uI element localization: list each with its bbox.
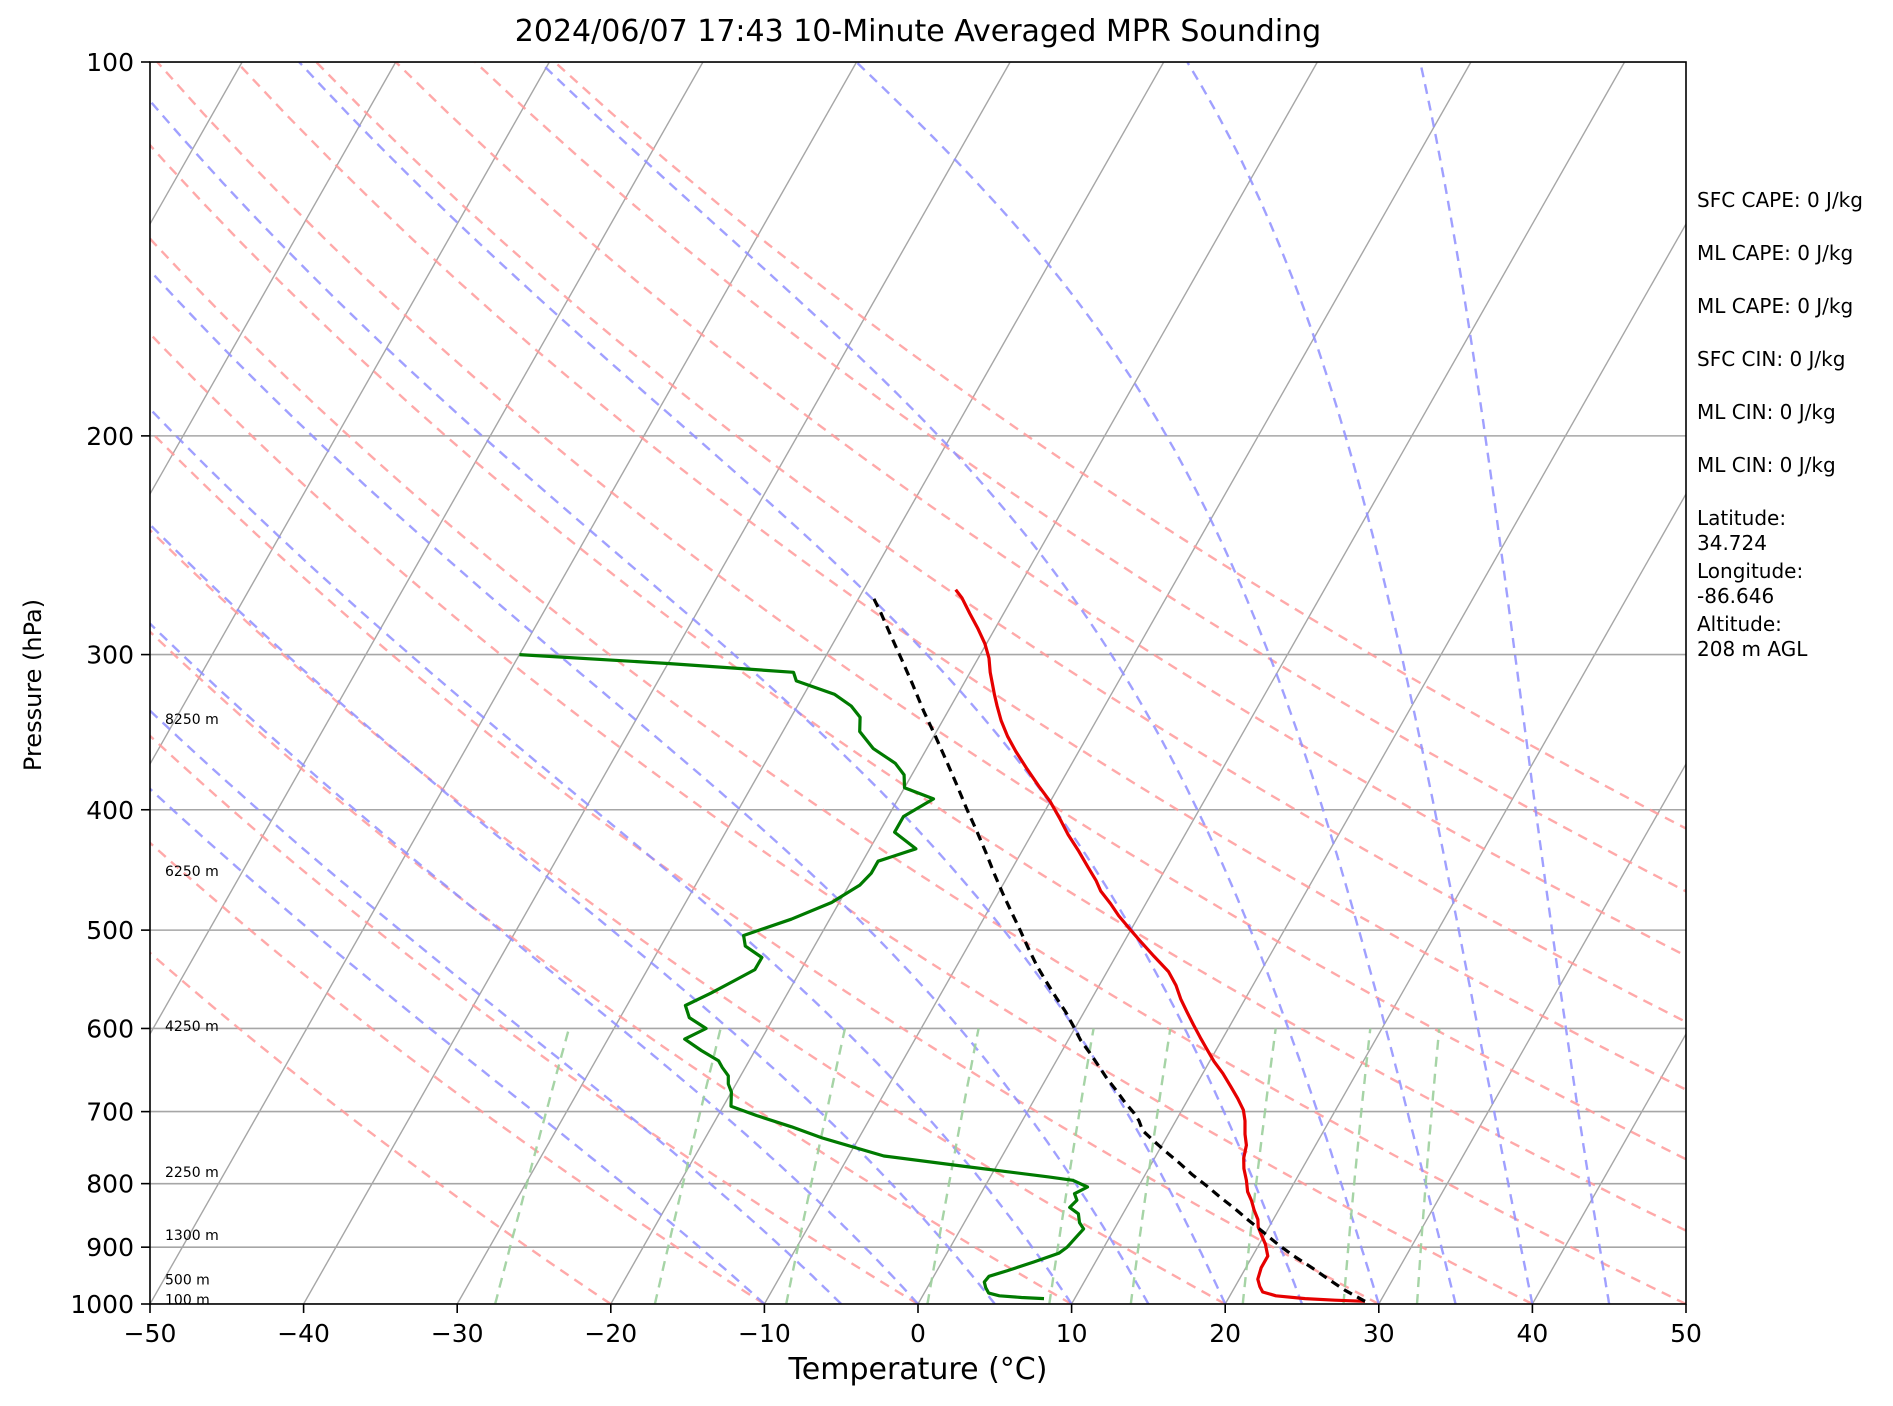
mixing-ratio-line (1342, 1028, 1372, 1304)
dry-adiabat-line (150, 841, 766, 1304)
mixing-ratio-line (493, 1028, 571, 1304)
moist-adiabat-line (150, 709, 843, 1304)
isotherm-line (150, 62, 397, 496)
moist-adiabat-line (150, 99, 1227, 1304)
temperature-profile-line (954, 588, 1366, 1303)
isotherm-line (150, 62, 704, 1036)
profile-lines (519, 588, 1366, 1303)
y-tick-label: 900 (86, 1233, 134, 1262)
y-tick-label: 400 (86, 796, 134, 825)
mixing-ratio-line (1129, 1028, 1172, 1304)
dry-adiabat-line (150, 143, 1686, 1232)
mixing-ratio-line (653, 1028, 722, 1304)
ml-cape-text-2: ML CAPE: 0 J/kg (1697, 294, 1854, 318)
x-axis-label: Temperature (°C) (788, 1352, 1048, 1387)
sfc-cape-text: SFC CAPE: 0 J/kg (1697, 188, 1863, 212)
x-tick-label: −20 (584, 1319, 637, 1348)
height-label: 6250 m (165, 864, 219, 880)
y-tick-label: 800 (86, 1170, 134, 1199)
x-tick-label: 40 (1516, 1319, 1548, 1348)
y-tick-label: 200 (86, 422, 134, 451)
isotherm-line (763, 62, 1472, 1304)
dry-adiabat-line (150, 951, 612, 1304)
dry-adiabat-line (150, 630, 1073, 1304)
isotherm-line (150, 62, 858, 1304)
mixing-ratio-line (1241, 1028, 1277, 1304)
x-tick-label: −40 (277, 1319, 330, 1348)
ml-cin-text: ML CIN: 0 J/kg (1697, 400, 1836, 424)
moist-adiabat-line (1186, 62, 1534, 1304)
moist-adiabat-line (855, 62, 1457, 1304)
y-tick-label: 700 (86, 1098, 134, 1127)
mixing-ratio-line (1415, 1028, 1441, 1304)
height-label: 8250 m (165, 712, 219, 728)
x-tick-label: 0 (910, 1319, 926, 1348)
moist-adiabat-line (150, 268, 1150, 1304)
x-tick-label: −10 (738, 1319, 791, 1348)
isotherm-line (1224, 492, 1686, 1304)
sfc-cin-text: SFC CIN: 0 J/kg (1697, 347, 1846, 371)
mixing-ratio-line (926, 1028, 980, 1304)
dry-adiabat-line (394, 62, 1686, 958)
moist-adiabat-line (298, 62, 1304, 1304)
moist-adiabat-line (1419, 62, 1611, 1304)
moist-adiabat-line (539, 62, 1380, 1304)
moist-adiabat-line (150, 622, 919, 1304)
x-tick-label: 10 (1056, 1319, 1088, 1348)
sounding-info-panel: SFC CAPE: 0 J/kg ML CAPE: 0 J/kg ML CAPE… (1697, 188, 1887, 665)
dry-adiabat-line (150, 331, 1533, 1304)
height-label: 4250 m (165, 1019, 219, 1035)
background-lines (0, 62, 1686, 1304)
isotherm-line (302, 62, 1011, 1304)
mixing-ratio-line (1048, 1028, 1095, 1304)
x-tick-label: −50 (124, 1319, 177, 1348)
altitude-text: Altitude: 208 m AGL (1697, 612, 1808, 661)
dry-adiabat-line (235, 62, 1686, 1091)
height-label: 2250 m (165, 1165, 219, 1181)
dry-adiabat-line (156, 62, 1686, 1161)
height-label: 100 m (165, 1293, 210, 1309)
latitude-text: Latitude: 34.724 (1697, 506, 1787, 555)
y-tick-label: 1000 (70, 1290, 134, 1319)
moist-adiabat-line (150, 522, 996, 1304)
y-tick-label: 600 (86, 1014, 134, 1043)
plot-frame (149, 61, 1687, 1305)
dry-adiabat-line (150, 734, 919, 1304)
longitude-text: Longitude: -86.646 (1697, 559, 1804, 608)
x-tick-label: 50 (1670, 1319, 1702, 1348)
y-tick-label: 100 (86, 48, 134, 77)
y-tick-label: 500 (86, 916, 134, 945)
isotherm-line (1378, 762, 1686, 1304)
height-labels: 8250 m 6250 m 4250 m 2250 m 1300 m 500 m 100 m (165, 712, 219, 1309)
height-label: 1300 m (165, 1228, 219, 1244)
height-label: 500 m (165, 1273, 210, 1289)
isotherm-line (150, 62, 550, 766)
mixing-ratio-line (785, 1028, 847, 1304)
x-tick-label: 20 (1209, 1319, 1241, 1348)
x-tick-label: 30 (1363, 1319, 1395, 1348)
isotherm-line (1531, 1032, 1686, 1304)
dry-adiabat-line (150, 236, 1686, 1304)
ml-cin-text-2: ML CIN: 0 J/kg (1697, 453, 1836, 477)
dry-adiabat-line (150, 429, 1380, 1304)
x-tick-label: −30 (431, 1319, 484, 1348)
dry-adiabat-line (315, 62, 1686, 1024)
dry-adiabat-line (553, 62, 1686, 830)
isotherm-line (1070, 222, 1686, 1304)
isotherm-line (456, 62, 1165, 1304)
isotherm-line (917, 62, 1626, 1304)
dewpoint-profile-line (519, 653, 1090, 1301)
isotherm-line (610, 62, 1318, 1304)
parcel-profile-line (870, 595, 1366, 1303)
isotherm-line (0, 62, 89, 1304)
y-tick-label: 300 (86, 641, 134, 670)
ml-cape-text: ML CAPE: 0 J/kg (1697, 241, 1854, 265)
dry-adiabat-line (150, 528, 1226, 1304)
moist-adiabat-line (150, 407, 1073, 1304)
chart-title: 2024/06/07 17:43 10-Minute Averaged MPR … (514, 14, 1322, 49)
